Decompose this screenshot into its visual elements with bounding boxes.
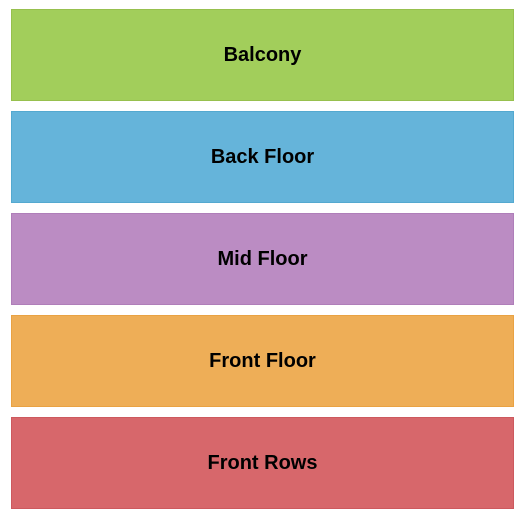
section-front-rows[interactable]: Front Rows xyxy=(11,417,514,509)
section-back-floor[interactable]: Back Floor xyxy=(11,111,514,203)
section-label: Front Floor xyxy=(209,350,316,373)
section-label: Balcony xyxy=(224,44,302,67)
section-label: Mid Floor xyxy=(218,248,308,271)
section-front-floor[interactable]: Front Floor xyxy=(11,315,514,407)
section-balcony[interactable]: Balcony xyxy=(11,9,514,101)
section-mid-floor[interactable]: Mid Floor xyxy=(11,213,514,305)
section-label: Back Floor xyxy=(211,146,314,169)
seating-chart: Balcony Back Floor Mid Floor Front Floor Fro… xyxy=(0,0,525,525)
section-label: Front Rows xyxy=(208,452,318,475)
